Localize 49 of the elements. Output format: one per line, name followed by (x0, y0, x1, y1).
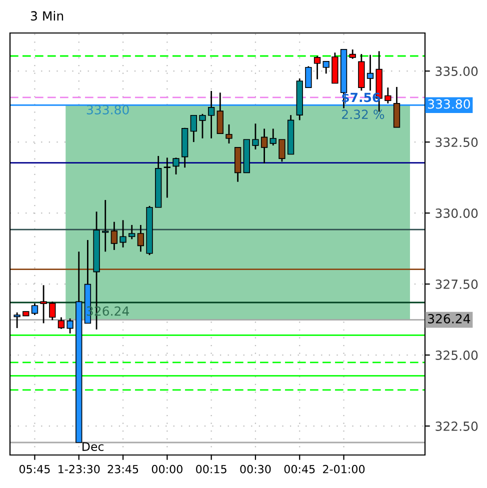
x-tick-label: 00:45 (284, 464, 315, 474)
candlestick (58, 316, 65, 330)
candlestick (199, 113, 206, 140)
candlestick (252, 122, 259, 150)
y-tick-label: 335.00 (436, 66, 478, 76)
candlestick (128, 224, 136, 240)
ref-line-label: 333.80 (428, 99, 470, 109)
x-tick-label: 00:00 (152, 464, 182, 474)
candlestick (208, 90, 215, 140)
x-tick-label: 23:45 (108, 464, 138, 474)
y-tick-label: 330.00 (436, 208, 478, 218)
candlestick (314, 55, 321, 80)
candlestick (216, 92, 224, 134)
candlestick (278, 138, 286, 162)
y-tick-label: 325.00 (436, 350, 478, 360)
y-tick-label: 322.50 (436, 422, 478, 431)
candlestick (366, 54, 374, 92)
candlestick (164, 156, 171, 198)
chart-title: 3 Min (30, 10, 64, 21)
candlestick (31, 302, 38, 316)
annotation: 2.32 % (342, 110, 384, 120)
candlestick (172, 156, 180, 176)
candlestick (270, 128, 276, 146)
candlestick (66, 318, 74, 334)
candlestick (120, 219, 126, 248)
candlestick (40, 284, 47, 324)
candlestick (305, 66, 312, 88)
candlestick (384, 86, 392, 104)
x-tick-label: 05:45 (19, 464, 50, 474)
x-tick-label: 1-23:30 (58, 464, 100, 474)
candlestick (226, 124, 232, 144)
annotation: Dec (82, 442, 104, 452)
annotation: 333.80 (86, 104, 129, 114)
candlestick (110, 221, 118, 251)
x-tick-label: 2-01:00 (323, 464, 365, 474)
candlestick (49, 300, 56, 321)
candlestick (393, 86, 400, 128)
candlestick (190, 114, 197, 143)
y-tick-label: 327.50 (436, 280, 478, 289)
ref-line-label: 326.24 (428, 314, 470, 324)
candlestick (260, 128, 268, 164)
x-tick-label: 00:30 (240, 464, 271, 474)
x-tick-label: 00:15 (196, 464, 226, 474)
candlestick (14, 312, 20, 329)
candlestick (137, 224, 144, 252)
candlestick (102, 199, 109, 252)
y-tick-label: 332.50 (436, 138, 478, 147)
candlestick (349, 48, 356, 60)
candlestick (322, 60, 330, 74)
